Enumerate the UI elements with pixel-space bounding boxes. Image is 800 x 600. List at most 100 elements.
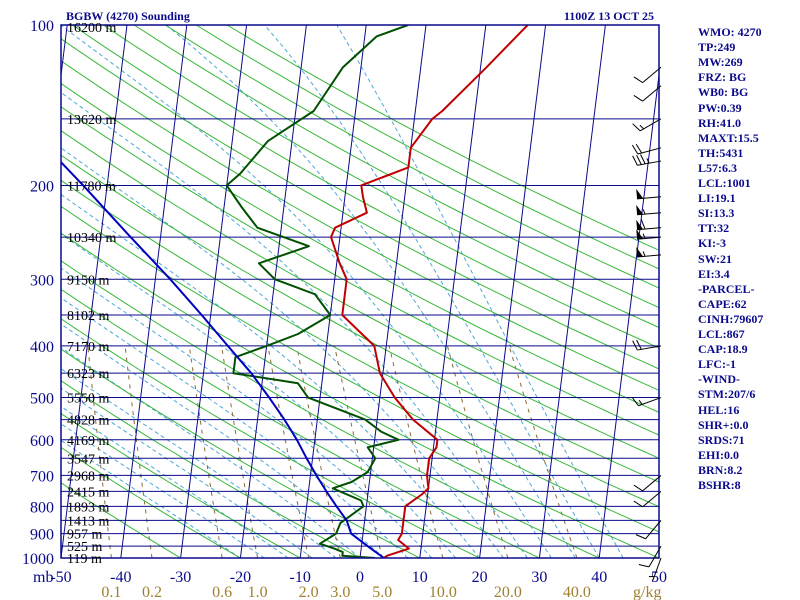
wind-barb-half-flag [642, 209, 646, 215]
isotherm-line [479, 25, 547, 558]
wind-barb-flag [633, 95, 643, 102]
wind-barb-shaft [642, 66, 662, 84]
index-line: EI:3.4 [698, 266, 730, 281]
wind-barb-shaft [637, 212, 662, 216]
height-label: 2968 m [67, 469, 110, 484]
temperature-tick-label: 10 [412, 569, 428, 586]
height-label: 119 m [67, 552, 102, 567]
chart-background [61, 25, 659, 558]
wind-barb-pennant [636, 204, 644, 215]
wind-barb [633, 491, 662, 508]
index-line: CINH:79607 [698, 311, 764, 326]
wind-barb-flag [632, 155, 638, 166]
temperature-line [330, 25, 529, 558]
isotherm-line [180, 25, 248, 558]
height-label: 1893 m [67, 500, 110, 515]
index-line: STM:207/6 [698, 387, 756, 402]
height-label: 10340 m [67, 231, 117, 246]
index-line: L57:6.3 [698, 160, 737, 175]
temperature-tick-label: 0 [356, 569, 364, 586]
wind-barb-pennant [636, 219, 644, 230]
wind-barb-flag [633, 500, 643, 508]
wind-barb-flag [632, 123, 641, 132]
wind-barb-half-flag [642, 251, 646, 257]
pressure-tick-label: 700 [30, 468, 54, 485]
temperature-tick-label: 20 [472, 569, 488, 586]
index-line: LCL:867 [698, 327, 745, 341]
parcel-line [61, 160, 385, 558]
temperature-tick-label: -50 [50, 569, 71, 586]
isotherm-line [299, 25, 367, 558]
temperature-tick-label: -40 [110, 569, 131, 586]
index-line: MAXT:15.5 [698, 130, 759, 145]
wind-barb-flag [631, 397, 639, 407]
index-line: CAPE:62 [698, 296, 747, 311]
index-line: RH:41.0 [698, 115, 741, 130]
wind-barb [632, 118, 662, 132]
wind-barb [635, 520, 662, 540]
isotherm-line [419, 25, 487, 558]
index-line: SI:13.3 [698, 206, 735, 221]
index-line: SW:21 [698, 251, 733, 266]
wind-barb-shaft [637, 147, 662, 155]
index-line: PW:0.39 [698, 100, 742, 115]
index-line: FRZ: BG [698, 70, 747, 85]
temperature-tick-label: -20 [230, 569, 251, 586]
pressure-tick-label: 500 [30, 391, 54, 408]
height-label: 7170 m [67, 340, 110, 355]
wind-barb [631, 143, 662, 155]
isobars [61, 25, 659, 558]
wind-barb-pennant [636, 188, 644, 199]
pressure-tick-label: 300 [30, 272, 54, 289]
wind-barb-flag [632, 340, 638, 351]
height-label: 16200 m [67, 21, 117, 36]
wind-barb [633, 85, 662, 102]
chart-time: 1100Z 13 OCT 25 [564, 9, 654, 23]
index-line: EHI:0.0 [698, 447, 740, 462]
wind-barb-shaft [637, 254, 662, 258]
index-line: BSHR:8 [698, 478, 741, 492]
wind-barb-half-flag [639, 124, 645, 130]
plot-border [60, 24, 660, 559]
wind-barb [638, 545, 662, 568]
mixing-ratio-label: 0.2 [142, 584, 162, 600]
wind-barb-shaft [648, 545, 662, 568]
wind-barb-shaft [642, 85, 662, 102]
mixing-ratio-label: 0.6 [212, 584, 232, 600]
wind-barb [636, 188, 662, 200]
isotherm-line [359, 25, 427, 558]
mixing-ratio-label: 40.0 [563, 584, 591, 600]
index-line: SHR+:0.0 [698, 417, 749, 432]
wind-barb-shaft [642, 475, 662, 492]
height-label: 957 m [67, 528, 103, 543]
wind-barb [633, 475, 662, 492]
wind-barb-pennant [636, 247, 644, 258]
height-label: 4169 m [67, 434, 110, 449]
isotherm-line [598, 71, 659, 558]
sounding-series [61, 25, 529, 558]
wind-barb [636, 229, 662, 240]
temperature-tick-label: 30 [531, 569, 547, 586]
height-label: 9150 m [67, 273, 110, 288]
height-label: 11780 m [67, 179, 116, 194]
wind-barb-shaft [645, 520, 662, 540]
wind-barb [636, 204, 662, 216]
wind-barb [633, 66, 662, 84]
index-line: LI:19.1 [698, 191, 736, 206]
mixing-ratio-label: 0.1 [101, 584, 121, 600]
wind-barb-flag [633, 484, 643, 492]
dewpoint-line [225, 25, 409, 558]
height-label: 4828 m [67, 414, 110, 429]
wind-barb-pennant [636, 229, 644, 240]
index-line: SRDS:71 [698, 432, 745, 447]
wind-barb-shaft [637, 236, 662, 240]
index-line: TH:5431 [698, 145, 744, 160]
height-label: 8102 m [67, 309, 110, 324]
pressure-tick-label: 600 [30, 433, 54, 450]
x-axis-unit-label: mb [33, 569, 53, 586]
wind-barb-shaft [637, 196, 662, 200]
temperature-tick-label: -30 [170, 569, 191, 586]
height-label: 2415 m [67, 485, 110, 500]
wind-barb-flag [636, 339, 642, 350]
index-line: TP:249 [698, 40, 736, 55]
